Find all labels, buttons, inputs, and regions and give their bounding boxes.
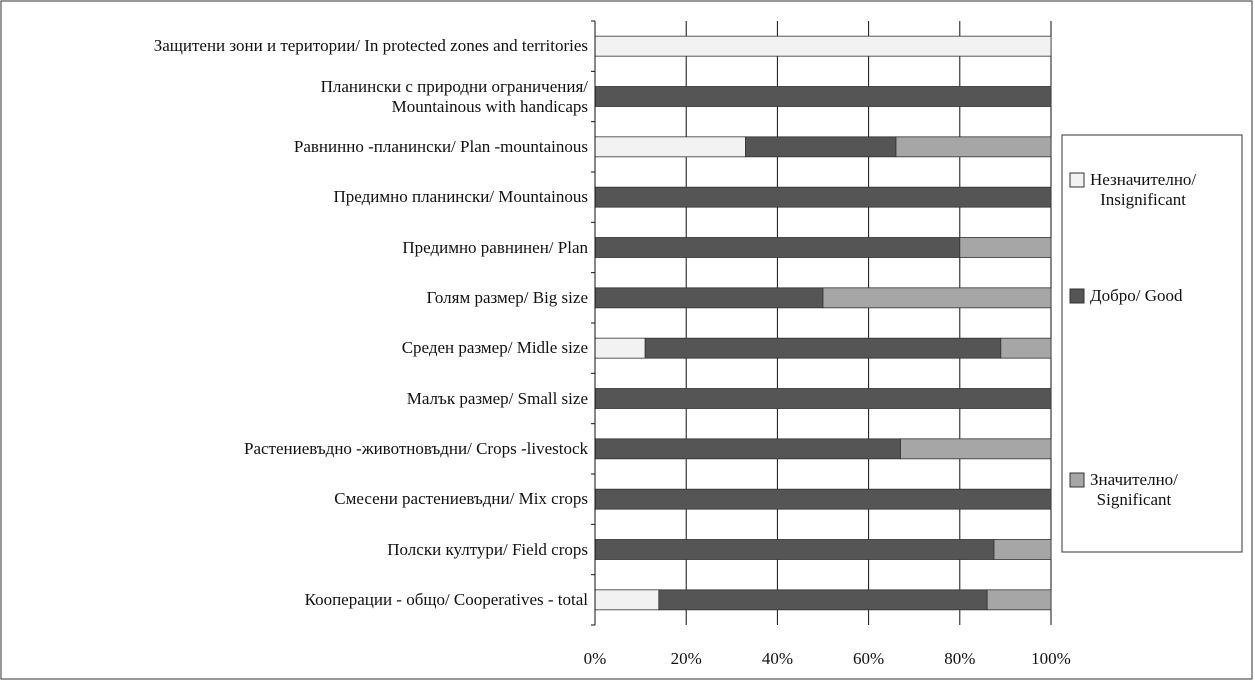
bar-segment — [594, 35, 1052, 57]
bar-segment — [644, 337, 1002, 359]
y-tick-label: Кооперации - общо/ Cooperatives - total — [304, 589, 588, 609]
x-tick-label: 60% — [853, 649, 884, 668]
bar-segment — [895, 136, 1052, 158]
legend-label: Добро/ Good — [1090, 286, 1183, 305]
bar-segment — [745, 136, 897, 158]
bar-segment — [594, 86, 1052, 107]
bar-segment — [594, 589, 660, 611]
bar-segment — [1000, 337, 1052, 359]
legend-swatch — [1069, 172, 1085, 188]
bar-segment — [594, 337, 646, 359]
y-tick-label: Предимно планински/ Mountainous — [333, 187, 588, 207]
bar-segment — [822, 287, 1052, 309]
y-tick-label: Малък размер/ Small size — [406, 388, 588, 408]
bar-segment — [900, 438, 1052, 460]
y-tick-label: Голям размер/ Big size — [426, 287, 588, 307]
bar-segment — [959, 237, 1052, 258]
bar-segment — [594, 438, 901, 460]
bar-segment — [594, 186, 1052, 208]
x-tick-label: 100% — [1031, 649, 1071, 668]
bar-segment — [594, 539, 995, 560]
x-tick-label: 80% — [944, 649, 975, 668]
x-tick-label: 20% — [671, 649, 702, 668]
bar-segment — [993, 539, 1052, 560]
bar-segment — [986, 589, 1052, 611]
legend-swatch — [1069, 288, 1085, 304]
legend-swatch — [1069, 472, 1085, 488]
y-tick-label: Защитени зони и територии/ In protected … — [153, 36, 588, 56]
bar-segment — [594, 388, 1052, 409]
y-tick-label: Смесени растениевъдни/ Mix crops — [334, 489, 588, 509]
y-tick-label: Равнинно -планински/ Plan -mountainous — [293, 136, 588, 156]
bar-segment — [658, 589, 988, 611]
legend-label: Значително/ Significant — [1090, 470, 1178, 509]
y-tick-label: Планински с природни ограничения/ Mounta… — [320, 76, 588, 116]
y-tick-label: Предимно равнинен/ Plan — [402, 237, 588, 257]
bar-segment — [594, 237, 961, 258]
y-tick-label: Среден размер/ Midle size — [401, 338, 588, 358]
legend-label: Незначително/ Insignificant — [1090, 170, 1197, 209]
bar-segment — [594, 136, 746, 158]
y-tick-label: Полски култури/ Field crops — [387, 539, 588, 559]
y-tick-label: Растениевъдно -животновъдни/ Crops -live… — [244, 438, 588, 458]
x-tick-label: 40% — [762, 649, 793, 668]
x-tick-label: 0% — [584, 649, 607, 668]
bar-segment — [594, 287, 824, 309]
legend-box — [1061, 134, 1243, 553]
bar-segment — [594, 488, 1052, 510]
